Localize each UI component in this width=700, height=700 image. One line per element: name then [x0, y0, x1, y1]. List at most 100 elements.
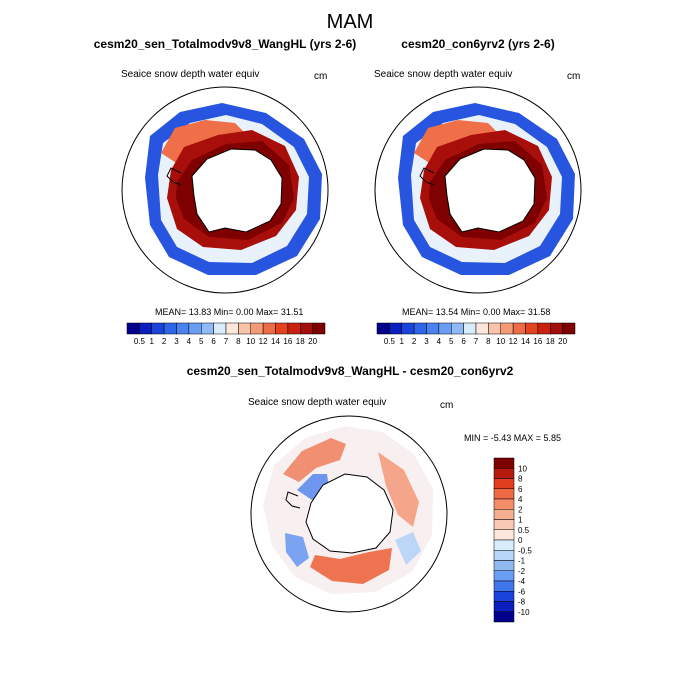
colorbar-swatch [389, 322, 402, 335]
colorbar-tick-label: 16 [533, 337, 542, 346]
colorbar-tick-label: -4 [518, 577, 526, 586]
colorbar-swatch [550, 322, 563, 335]
panel-title: cesm20_con6yrv2 (yrs 2-6) [401, 37, 554, 51]
colorbar-tick-label: 8 [486, 337, 491, 346]
colorbar-swatch [126, 322, 140, 335]
colorbar-swatch [537, 322, 551, 335]
colorbar-tick-label: 0.5 [518, 526, 530, 535]
panel-stats: MEAN= 13.83 Min= 0.00 Max= 31.51 [155, 307, 303, 317]
colorbar-swatch [463, 322, 477, 335]
colorbar-swatch [493, 488, 515, 500]
panel-experiment: cesm20_sen_Totalmodv9v8_WangHL (yrs 2-6)… [94, 37, 357, 346]
units-label: cm [567, 71, 580, 82]
colorbar-tick-label: 20 [558, 337, 567, 346]
colorbar-tick-label: 0 [518, 536, 523, 545]
panel-control: cesm20_con6yrv2 (yrs 2-6) Seaice snow de… [374, 37, 582, 346]
panel-difference: cesm20_sen_Totalmodv9v8_WangHL - cesm20_… [187, 364, 561, 623]
colorbar-tick-label: 7 [224, 337, 229, 346]
colorbar-swatch [562, 322, 576, 335]
peninsula [166, 167, 182, 186]
units-label: cm [314, 71, 327, 82]
colorbar-swatch [201, 322, 214, 335]
colorbar-tick-label: 3 [174, 337, 179, 346]
antarctica [305, 473, 394, 554]
colorbar-swatch [275, 322, 289, 335]
colorbar-swatch [413, 322, 427, 335]
colorbar-swatch [451, 322, 464, 335]
colorbar-tick-label: 10 [496, 337, 505, 346]
colorbar-tick-label: 5 [199, 337, 204, 346]
antarctica [191, 148, 283, 233]
colorbar-swatch [300, 322, 313, 335]
colorbar-absolute-left: 0.5 1 2 3 4 5 6 7 8 10 12 14 16 18 20 [126, 322, 326, 346]
colorbar-tick-label: 20 [308, 337, 317, 346]
colorbar-swatch [151, 322, 165, 335]
colorbar-tick-label: 8 [236, 337, 241, 346]
map-field [145, 103, 322, 275]
panel-title: cesm20_sen_Totalmodv9v8_WangHL (yrs 2-6) [94, 37, 357, 51]
colorbar-swatch [401, 322, 415, 335]
colorbar-swatch [493, 519, 515, 530]
colorbar-swatch [493, 550, 515, 561]
map-field [398, 103, 575, 275]
colorbar-tick-label: 6 [211, 337, 216, 346]
colorbar-tick-label: 6 [518, 485, 523, 494]
colorbar-tick-label: -10 [518, 608, 530, 617]
colorbar-tick-label: 18 [546, 337, 555, 346]
colorbar-swatch [500, 322, 514, 335]
colorbar-tick-label: 10 [246, 337, 255, 346]
colorbar-tick-label: 14 [271, 337, 280, 346]
colorbar-tick-label: -8 [518, 598, 526, 607]
colorbar-swatch [493, 529, 515, 541]
colorbar-swatch [176, 322, 190, 335]
map-field [263, 426, 433, 594]
difference-pos-east [378, 452, 419, 527]
peninsula [419, 167, 435, 186]
colorbar-tick-label: 6 [461, 337, 466, 346]
colorbar-tick-label: 4 [518, 495, 523, 504]
colorbar-swatch [493, 611, 515, 623]
colorbar-swatch [493, 601, 515, 612]
colorbar-tick-label: 2 [162, 337, 167, 346]
colorbar-tick-label: 10 [518, 464, 527, 473]
colorbar-tick-label: 12 [259, 337, 268, 346]
colorbar-swatch [287, 322, 301, 335]
difference-pos-south [310, 548, 392, 584]
colorbar-swatch [225, 322, 239, 335]
colorbar-swatch [312, 322, 326, 335]
colorbar-swatch [376, 322, 390, 335]
colorbar-swatch [493, 539, 515, 551]
colorbar-swatch [493, 509, 515, 520]
colorbar-swatch [262, 322, 276, 335]
units-label: cm [440, 400, 453, 411]
colorbar-swatch [493, 591, 515, 602]
variable-label: Seaice snow depth water equiv [374, 69, 512, 80]
colorbar-swatch [163, 322, 177, 335]
colorbar-tick-label: 18 [296, 337, 305, 346]
peninsula [285, 491, 301, 509]
colorbar-swatch [438, 322, 452, 335]
difference-stats: MIN = -5.43 MAX = 5.85 [464, 433, 561, 443]
colorbar-swatch [493, 478, 515, 489]
colorbar-tick-label: 2 [412, 337, 417, 346]
colorbar-tick-label: 16 [283, 337, 292, 346]
colorbar-tick-label: -0.5 [518, 546, 532, 555]
colorbar-tick-label: 0.5 [134, 337, 146, 346]
colorbar-swatch [512, 322, 526, 335]
colorbar-swatch [238, 322, 251, 335]
colorbar-tick-label: 4 [187, 337, 192, 346]
colorbar-tick-label: 8 [518, 475, 523, 484]
difference-neg-se [395, 532, 421, 565]
colorbar-swatch [493, 580, 515, 592]
colorbar-swatch [139, 322, 152, 335]
main-title: MAM [327, 11, 374, 33]
colorbar-swatch [493, 468, 515, 479]
colorbar-tick-label: 7 [474, 337, 479, 346]
colorbar-absolute-right: 0.5 1 2 3 4 5 6 7 8 10 12 14 16 18 20 [376, 322, 576, 346]
colorbar-tick-label: 3 [424, 337, 429, 346]
colorbar-swatch [488, 322, 501, 335]
colorbar-tick-label: 14 [521, 337, 530, 346]
colorbar-tick-label: 12 [509, 337, 518, 346]
